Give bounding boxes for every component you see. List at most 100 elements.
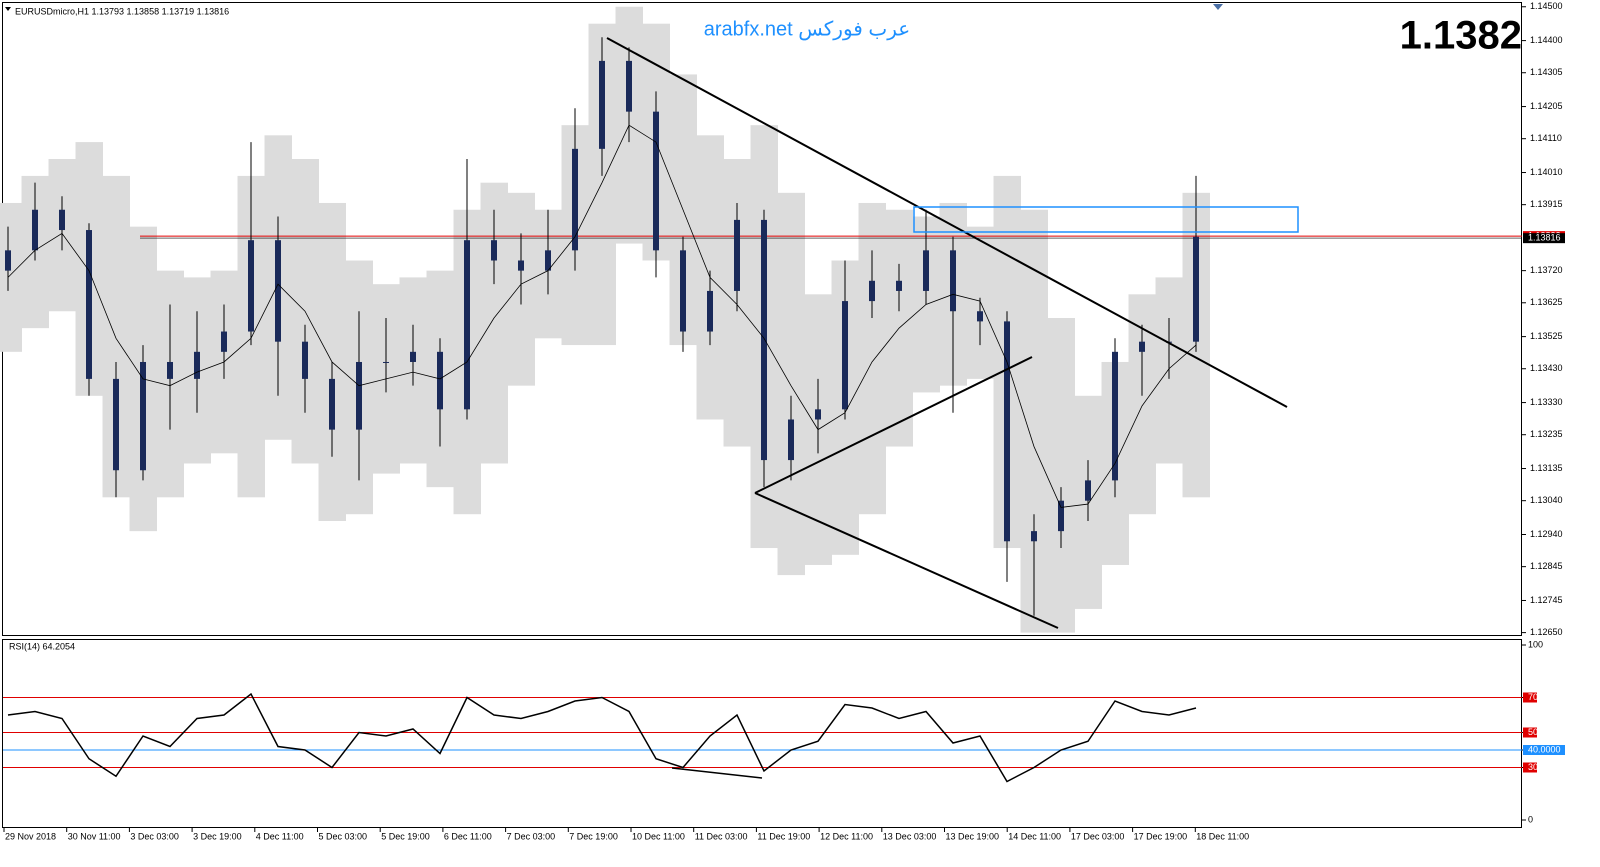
x-tick-label: 11 Dec 19:00 [757,831,810,841]
candle-body [32,209,38,251]
candle-body [788,419,794,461]
x-tick-label: 3 Dec 19:00 [193,831,242,841]
y-tick-label: 30 [1528,762,1538,772]
x-tick-label: 3 Dec 03:00 [130,831,179,841]
level-tag [1523,727,1537,738]
band-segment [1047,318,1075,633]
y-tick-label: 1.14305 [1530,67,1563,77]
candle-body [356,361,362,430]
y-tick-label: 1.14110 [1530,133,1562,143]
plot-layer [0,6,1522,783]
y-tick-label: 100 [1528,639,1543,649]
x-tick-label: 6 Dec 11:00 [444,831,492,841]
candle-body [707,290,713,332]
level-tag [1523,692,1537,703]
candle-body [5,250,11,271]
candle-body [302,341,308,379]
x-tick-label: 10 Dec 11:00 [632,831,685,841]
band-segment [858,202,886,515]
x-tick-label: 13 Dec 19:00 [946,831,1000,841]
big-price: 1.1382 [1400,14,1522,58]
y-tick-label: 1.12650 [1530,627,1563,637]
rsi-line [7,692,1197,783]
y-tick-label: 1.13625 [1530,297,1563,307]
candle-body [275,240,281,342]
menu-marker [5,7,11,11]
x-tick-label: 12 Dec 11:00 [820,831,873,841]
y-tick-label: 1.12940 [1530,529,1563,539]
candle-body [491,240,497,261]
x-tick-label: 29 Nov 2018 [5,831,56,841]
candle-body [86,230,92,379]
y-tick-label: 1.13235 [1530,429,1563,439]
y-tick-label: 1.13330 [1530,397,1563,407]
y-tick-label: 1.13430 [1530,363,1563,373]
candle-body [1058,500,1064,532]
candle-body [518,260,524,271]
y-tick-label: 1.13135 [1530,463,1563,473]
candle-body [626,60,632,112]
level-tag [1523,745,1565,755]
divergence-line [671,767,763,779]
y-tick-label: 1.13720 [1530,265,1563,275]
rsi-panel [2,639,1522,828]
candle-body [923,250,929,291]
y-tick-label: 1.14010 [1530,167,1563,177]
x-tick-label: 18 Dec 11:00 [1196,831,1249,841]
site-watermark: arabfx.net عرب فوركس [704,18,910,40]
y-tick-label: 1.12745 [1530,595,1563,605]
symbol-info: EURUSDmicro,H1 1.13793 1.13858 1.13719 1… [15,6,229,16]
trend-line [606,37,1288,408]
trend-line [754,356,1033,494]
y-tick-label: 1.14500 [1530,1,1563,11]
shift-marker [1213,4,1223,10]
candle-body [572,148,578,251]
rsi-title: RSI(14) 64.2054 [9,641,75,651]
price-tag-label: 1.13816 [1528,233,1561,243]
candle-body [842,301,848,410]
candle-body [194,351,200,379]
candle-body [221,331,227,352]
x-tick-label: 17 Dec 03:00 [1071,831,1125,841]
candle-body [545,250,551,271]
y-tick-label: 1.14205 [1530,101,1563,111]
candle-body [410,351,416,362]
x-tick-label: 5 Dec 03:00 [319,831,368,841]
candle-body [896,280,902,291]
candle-body [1139,341,1145,352]
candle-body [383,361,389,363]
candle-body [1031,531,1037,542]
candle-body [950,250,956,312]
x-tick-label: 7 Dec 03:00 [507,831,556,841]
zone-box [913,206,1299,233]
candle-body [329,378,335,430]
band-segment [0,202,22,352]
x-tick-label: 7 Dec 19:00 [569,831,618,841]
band-segment [777,192,805,576]
candle-body [167,361,173,379]
candle-body [464,240,470,410]
candle-body [1085,480,1091,501]
candle-body [761,219,767,461]
y-tick-label: 40.0000 [1528,744,1561,754]
y-tick-label: 50 [1528,727,1538,737]
y-tick-label: 1.14400 [1530,35,1563,45]
candle-body [869,280,875,302]
candle-body [815,409,821,420]
price-tag [1523,233,1565,244]
candle-body [113,378,119,471]
moving-average [7,124,1197,508]
y-tick-label: 0 [1528,814,1533,824]
candle-body [977,311,983,322]
trend-line [754,492,1059,629]
x-tick-label: 30 Nov 11:00 [68,831,121,841]
y-tick-label: 1.13040 [1530,495,1563,505]
y-tick-label: 70 [1528,692,1538,702]
x-tick-label: 17 Dec 19:00 [1134,831,1188,841]
y-tick-label: 1.13525 [1530,331,1563,341]
candle-body [140,361,146,471]
y-tick-label: 1.13915 [1530,199,1563,209]
x-tick-label: 4 Dec 11:00 [256,831,304,841]
x-tick-label: 13 Dec 03:00 [883,831,937,841]
